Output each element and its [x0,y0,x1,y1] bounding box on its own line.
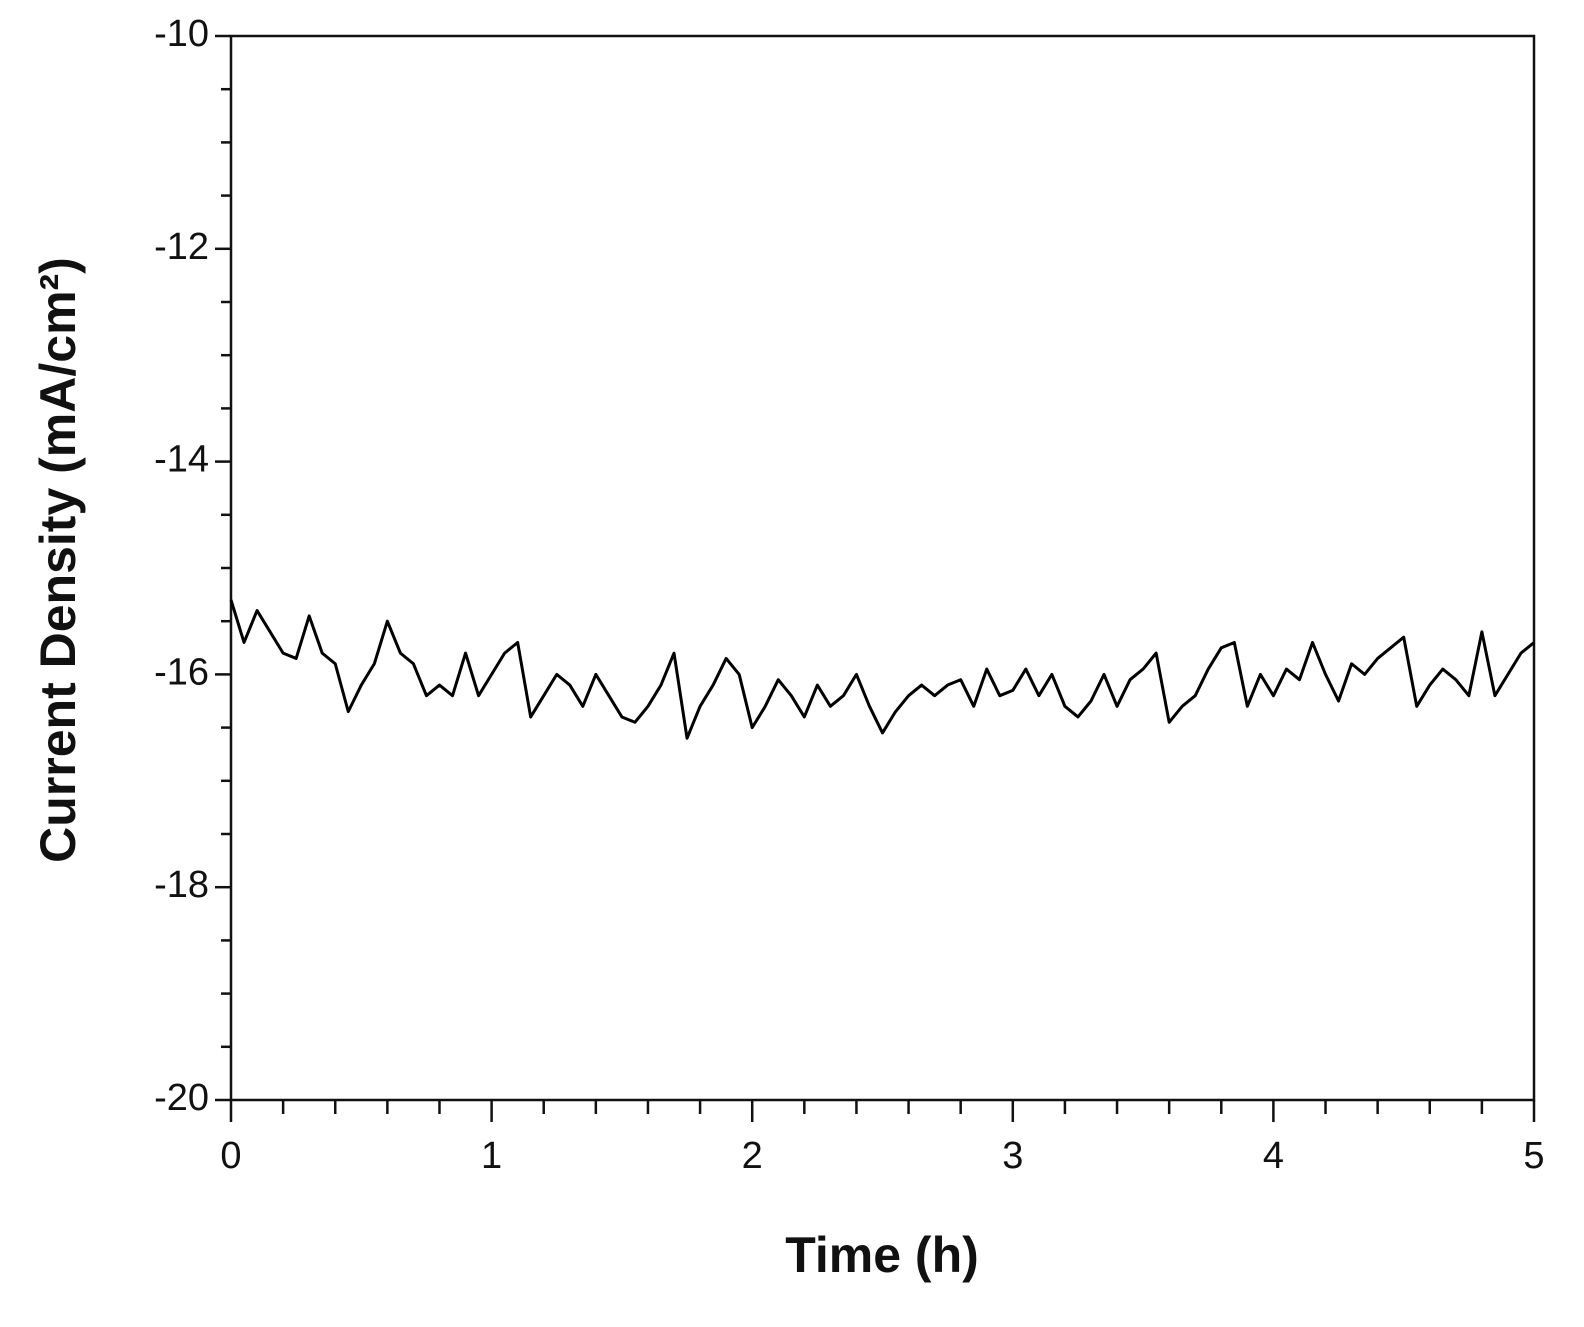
y-tick-label: -14 [154,439,209,481]
y-tick-label: -10 [154,13,209,55]
x-tick-label: 1 [481,1135,502,1177]
y-tick-label: -12 [154,226,209,268]
x-tick-label: 0 [220,1135,241,1177]
plot-frame [229,34,1536,1102]
x-tick-label: 2 [742,1135,763,1177]
y-tick-label: -20 [154,1077,209,1119]
x-axis-label: Time (h) [785,1227,979,1283]
y-tick-label: -16 [154,651,209,693]
y-axis-label: Current Density (mA/cm²) [30,257,86,863]
x-tick-label: 4 [1263,1135,1284,1177]
y-tick-label: -18 [154,864,209,906]
x-tick-label: 3 [1002,1135,1023,1177]
data-line [229,599,1535,740]
x-tick-label: 5 [1523,1135,1544,1177]
